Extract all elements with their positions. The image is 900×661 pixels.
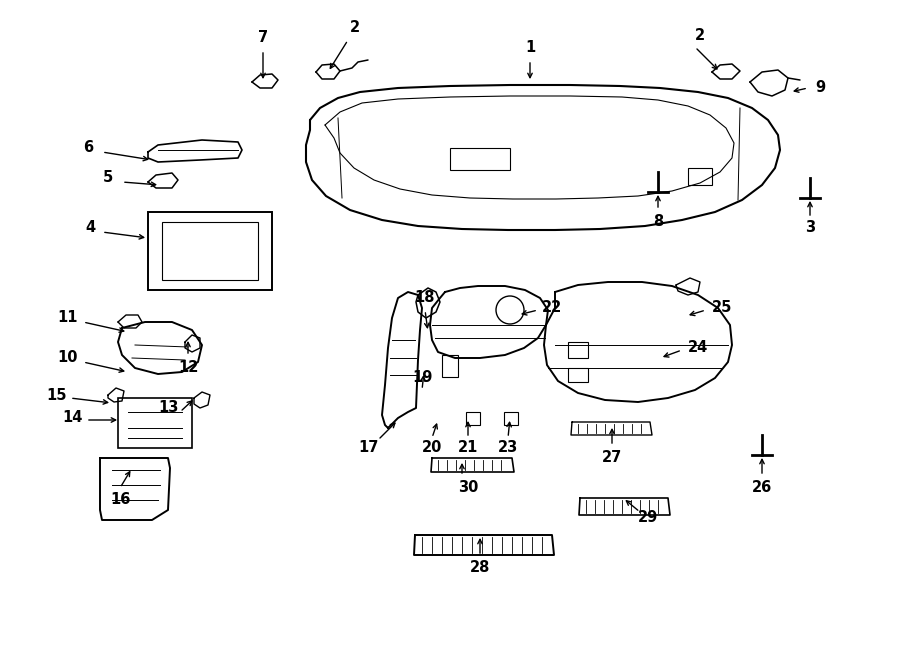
Text: 8: 8 xyxy=(652,215,663,229)
Text: 5: 5 xyxy=(103,171,113,186)
Text: 9: 9 xyxy=(814,81,825,95)
Bar xyxy=(568,342,588,358)
Text: 25: 25 xyxy=(712,301,733,315)
Text: 7: 7 xyxy=(258,30,268,46)
Text: 19: 19 xyxy=(412,371,432,385)
Bar xyxy=(568,368,588,382)
Text: 23: 23 xyxy=(498,440,518,455)
Bar xyxy=(466,412,480,425)
Text: 22: 22 xyxy=(542,301,562,315)
Text: 18: 18 xyxy=(415,290,436,305)
Text: 30: 30 xyxy=(458,481,478,496)
Text: 20: 20 xyxy=(422,440,442,455)
Bar xyxy=(450,148,510,170)
Text: 13: 13 xyxy=(158,401,178,416)
Text: 10: 10 xyxy=(58,350,78,366)
Text: 12: 12 xyxy=(178,360,198,375)
Text: 1: 1 xyxy=(525,40,535,56)
Text: 29: 29 xyxy=(638,510,658,525)
Text: 6: 6 xyxy=(83,141,93,155)
Text: 26: 26 xyxy=(752,481,772,496)
Bar xyxy=(442,355,458,377)
Bar xyxy=(688,168,712,185)
Bar xyxy=(118,398,192,448)
Bar xyxy=(148,212,272,290)
Text: 14: 14 xyxy=(62,410,82,426)
Text: 4: 4 xyxy=(85,221,95,235)
Text: 15: 15 xyxy=(47,387,68,403)
Text: 16: 16 xyxy=(110,492,130,508)
Text: 21: 21 xyxy=(458,440,478,455)
Text: 17: 17 xyxy=(358,440,378,455)
Text: 24: 24 xyxy=(688,340,708,356)
Text: 2: 2 xyxy=(350,20,360,36)
Bar xyxy=(504,412,518,425)
Text: 28: 28 xyxy=(470,561,490,576)
Text: 3: 3 xyxy=(805,221,815,235)
Text: 27: 27 xyxy=(602,451,622,465)
Bar xyxy=(162,222,258,280)
Text: 11: 11 xyxy=(58,311,78,325)
Text: 2: 2 xyxy=(695,28,705,42)
